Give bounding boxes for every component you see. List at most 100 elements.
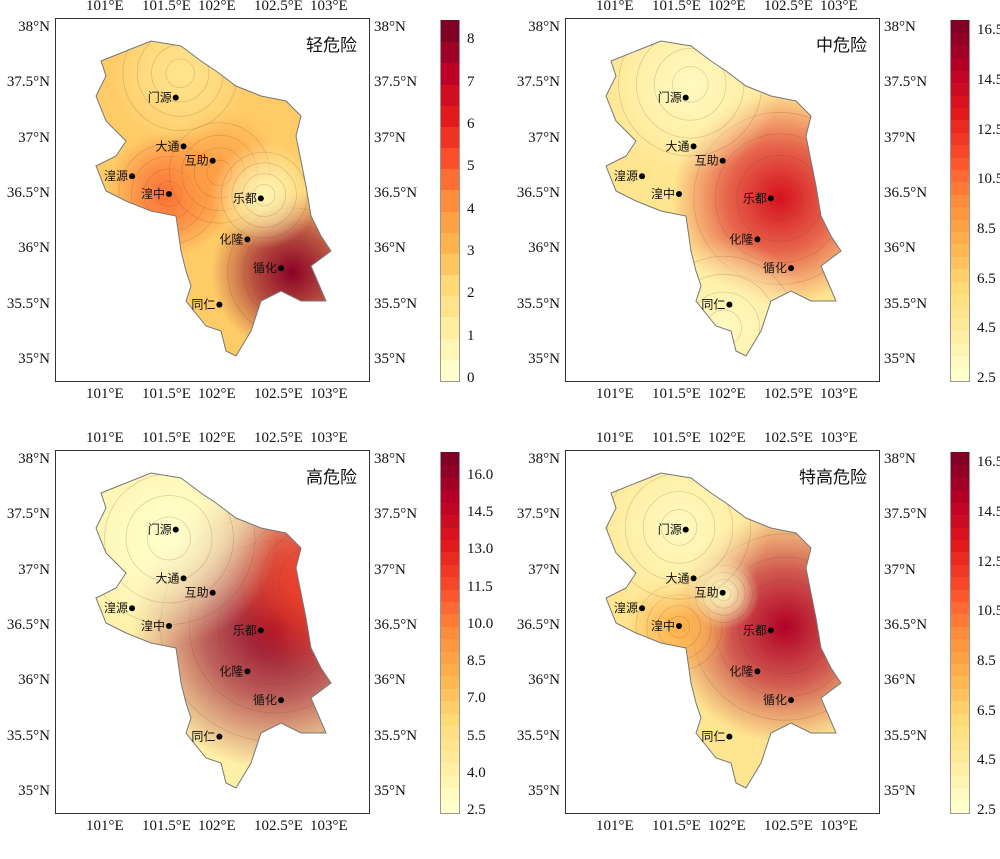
lon-tick-top: 103°E [310, 430, 348, 446]
contour-line [642, 491, 716, 564]
city-marker [172, 526, 179, 533]
colorbar-level [951, 638, 969, 652]
colorbar-level [441, 749, 459, 764]
lat-tick-right: 36°N [374, 240, 406, 257]
colorbar-level [951, 538, 969, 553]
colorbar-label: 13.0 [467, 541, 494, 558]
colorbar-level [951, 576, 969, 590]
colorbar-label: 8.5 [977, 653, 996, 670]
lon-tick-top: 101°E [596, 0, 634, 14]
colorbar-level [951, 57, 969, 71]
colorbar-level [951, 106, 969, 121]
colorbar-level [951, 762, 969, 776]
colorbar-label: 11.5 [467, 578, 493, 595]
map-panel: 门源 大通 互助 湟源 湟中 乐都 化隆 循化 同仁 高危险 101°E 101°E 101.5°E 10… [0, 430, 500, 859]
colorbar-level [951, 501, 969, 516]
colorbar-level [951, 625, 969, 640]
lat-tick-right: 36.5°N [374, 185, 418, 202]
lat-tick-left: 36°N [528, 240, 560, 257]
colorbar-level [951, 131, 969, 146]
lon-tick-top: 102°E [198, 0, 236, 14]
colorbar-label: 2 [467, 285, 475, 302]
lon-tick-top: 101°E [86, 0, 124, 14]
panel-title: 特高危险 [799, 468, 867, 488]
city-marker [788, 265, 794, 272]
city-label: 循化 [253, 693, 277, 707]
colorbar-level [951, 600, 969, 615]
contour-line [671, 66, 709, 103]
colorbar-level [441, 358, 459, 381]
colorbar-level [441, 638, 459, 652]
lat-tick-right: 37°N [884, 129, 916, 146]
lat-tick-left: 37.5°N [6, 506, 50, 523]
colorbar-level [441, 231, 459, 254]
colorbar-level [441, 712, 459, 727]
contour-line [231, 162, 297, 228]
lat-tick-right: 36.5°N [374, 617, 418, 634]
colorbar-level [951, 367, 969, 381]
city-marker [690, 575, 697, 582]
lon-tick-top: 102°E [198, 430, 236, 446]
city-label: 大通 [156, 571, 180, 585]
city-label: 湟中 [141, 618, 165, 633]
colorbar-level [951, 44, 969, 59]
lon-tick-top: 103°E [820, 0, 858, 14]
colorbar-label: 4.5 [977, 752, 996, 769]
city-marker [726, 733, 733, 740]
colorbar-level [951, 749, 969, 764]
contour-line [296, 564, 331, 602]
city-label: 化隆 [219, 231, 243, 246]
colorbar-level [441, 725, 459, 739]
colorbar-level [951, 476, 969, 491]
lon-tick-bottom: 103°E [820, 818, 858, 834]
lon-tick-bottom: 101°E [86, 386, 124, 402]
city-label: 同仁 [191, 298, 215, 312]
colorbar-label: 2.5 [977, 802, 996, 818]
colorbar-label: 1 [467, 327, 475, 344]
colorbar-level [441, 737, 459, 751]
colorbar-level [441, 464, 459, 478]
lat-tick-left: 38°N [528, 451, 560, 467]
lat-tick-right: 35.5°N [884, 295, 928, 312]
lat-tick-left: 37°N [528, 561, 560, 578]
lat-tick-left: 36.5°N [516, 185, 560, 202]
contour-line [606, 473, 752, 600]
colorbar-level [441, 125, 459, 149]
lat-tick-left: 35°N [528, 783, 560, 800]
colorbar-level [951, 774, 969, 789]
city-label: 循化 [763, 693, 787, 707]
colorbar [950, 20, 970, 382]
colorbar-level [951, 563, 969, 578]
lon-tick-bottom: 102°E [708, 818, 746, 834]
lat-tick-left: 37.5°N [516, 74, 560, 91]
colorbar [440, 452, 460, 814]
colorbar-label: 8 [467, 31, 475, 48]
contour-line [125, 495, 213, 582]
lat-tick-left: 35°N [18, 783, 50, 800]
contour-line [165, 58, 195, 88]
city-marker [719, 157, 726, 164]
lon-tick-bottom: 101°E [596, 386, 634, 402]
colorbar-level [951, 551, 969, 565]
city-marker [209, 157, 216, 164]
lon-tick-top: 103°E [820, 430, 858, 446]
colorbar-label: 5.5 [467, 727, 486, 744]
colorbar-level [441, 774, 459, 789]
colorbar-level [441, 41, 459, 64]
colorbar-label: 0 [467, 370, 475, 386]
lon-tick-top: 102°E [708, 0, 746, 14]
lon-tick-bottom: 103°E [310, 386, 348, 402]
city-label: 湟中 [651, 618, 675, 633]
city-label: 湟中 [651, 186, 675, 201]
colorbar-level [441, 210, 459, 233]
colorbar-level [951, 268, 969, 282]
lon-tick-bottom: 102.5°E [764, 386, 813, 402]
lat-tick-right: 37.5°N [884, 506, 928, 523]
colorbar-level [441, 687, 459, 702]
colorbar-level [951, 787, 969, 801]
city-marker [754, 668, 761, 675]
lon-tick-top: 102.5°E [764, 430, 813, 446]
colorbar-level [951, 342, 969, 357]
colorbar-level [951, 317, 969, 332]
